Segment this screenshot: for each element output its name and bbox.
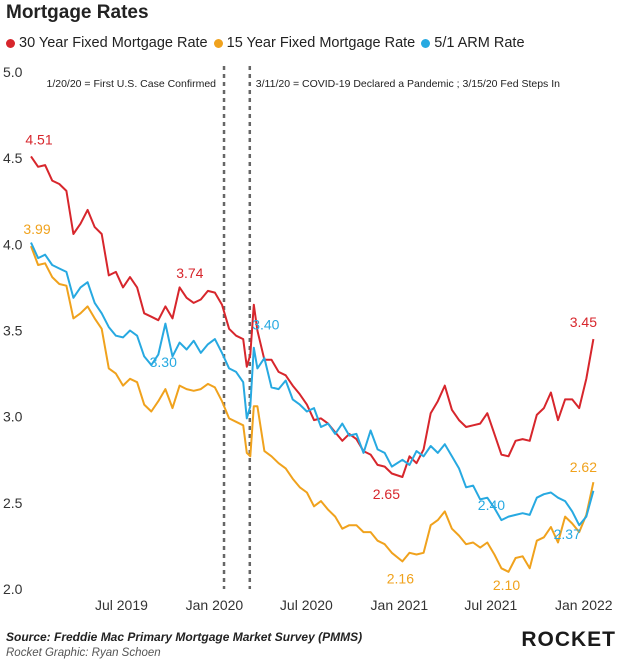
data-label-1-0: 3.99	[23, 221, 50, 237]
x-tick-label-4: Jul 2021	[464, 597, 517, 613]
y-tick-label-0: 2.0	[3, 581, 23, 597]
annotation-text-0: 1/20/20 = First U.S. Case Confirmed	[46, 78, 216, 90]
legend-item-arm: 5/1 ARM Rate	[421, 35, 525, 51]
data-label-0-0: 4.51	[25, 131, 52, 147]
source-note: Source: Freddie Mac Primary Mortgage Mar…	[6, 630, 363, 644]
legend-label-arm: 5/1 ARM Rate	[434, 35, 525, 51]
data-label-2-0: 3.30	[150, 354, 177, 370]
legend-swatch-arm	[421, 38, 431, 48]
legend-item-15yr: 15 Year Fixed Mortgage Rate	[213, 35, 416, 51]
y-tick-label-4: 4.0	[3, 236, 23, 252]
chart-legend: 30 Year Fixed Mortgage Rate 15 Year Fixe…	[6, 35, 531, 51]
legend-item-30yr: 30 Year Fixed Mortgage Rate	[6, 35, 208, 51]
graphic-credit: Rocket Graphic: Ryan Schoen	[6, 647, 161, 659]
x-tick-label-5: Jan 2022	[555, 597, 613, 613]
annotation-text-1: 3/11/20 = COVID-19 Declared a Pandemic ;…	[256, 78, 560, 90]
x-tick-label-1: Jan 2020	[186, 597, 244, 613]
chart-title: Mortgage Rates	[6, 2, 149, 23]
y-tick-label-3: 3.5	[3, 323, 23, 339]
legend-label-15yr: 15 Year Fixed Mortgage Rate	[226, 35, 416, 51]
legend-label-30yr: 30 Year Fixed Mortgage Rate	[19, 35, 208, 51]
data-label-2-2: 2.40	[478, 497, 505, 513]
series-line-2	[30, 242, 595, 527]
rocket-logo: ROCKET	[521, 628, 616, 652]
rocket-logo-text: ROCKET	[521, 628, 616, 651]
data-label-1-2: 2.10	[493, 577, 520, 593]
legend-swatch-15yr	[213, 38, 223, 48]
data-label-0-2: 2.65	[373, 486, 400, 502]
x-tick-label-0: Jul 2019	[95, 597, 148, 613]
data-label-2-1: 3.40	[252, 317, 279, 333]
x-tick-label-2: Jul 2020	[280, 597, 333, 613]
data-label-2-3: 2.37	[554, 526, 581, 542]
data-label-0-1: 3.74	[176, 265, 203, 281]
series-line-1	[30, 245, 595, 573]
x-tick-label-3: Jan 2021	[371, 597, 429, 613]
data-label-1-3: 2.62	[570, 459, 597, 475]
y-tick-label-6: 5.0	[3, 64, 23, 80]
legend-swatch-30yr	[6, 38, 15, 48]
data-label-1-1: 2.16	[387, 570, 414, 586]
y-tick-label-5: 4.5	[3, 150, 23, 166]
y-tick-label-1: 2.5	[3, 495, 23, 511]
series-line-0	[30, 155, 595, 478]
y-tick-label-2: 3.0	[3, 409, 23, 425]
data-label-0-3: 3.45	[570, 314, 597, 330]
